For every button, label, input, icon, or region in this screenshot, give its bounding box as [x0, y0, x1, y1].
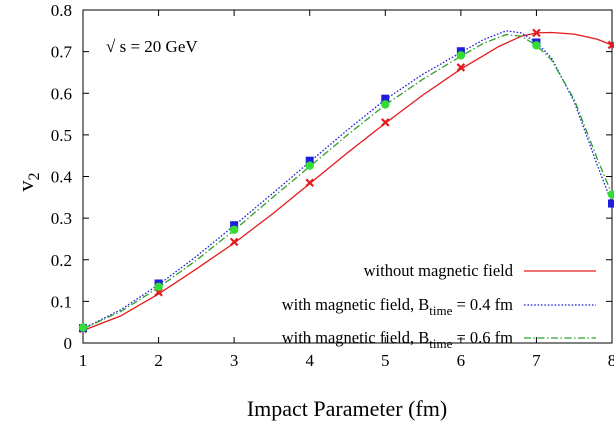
- y-axis-title-main: v: [13, 181, 38, 192]
- series-2-marker: [607, 190, 614, 199]
- legend-label-sub: time: [429, 336, 452, 351]
- y-tick-label: 0.6: [51, 84, 72, 103]
- x-tick-label: 4: [305, 351, 314, 370]
- series-1-marker: [381, 94, 390, 103]
- x-tick-label: 3: [230, 351, 239, 370]
- series-1-marker: [608, 199, 614, 208]
- axis-ticks: 1 2 3 4 5 6 7 8 0 0.1 0.2 0.3 0.4 0.5 0.6 0.7 0.8: [51, 1, 614, 370]
- legend-label-main: without magnetic field: [364, 261, 514, 280]
- legend-label-0: without magnetic field: [364, 261, 514, 280]
- annotation-radical: √: [106, 37, 116, 56]
- legend-label-sub: time: [429, 303, 452, 318]
- series-2-marker: [381, 100, 390, 109]
- annotation-text: s = 20 GeV: [115, 37, 198, 56]
- series-1-marker: [305, 156, 314, 165]
- x-tick-label: 5: [381, 351, 390, 370]
- series-1-marker: [230, 221, 239, 230]
- series-line-0: [82, 31, 613, 332]
- legend-label-tail: = 0.6 fm: [452, 328, 513, 347]
- y-tick-label: 0.3: [51, 209, 72, 228]
- series-2-marker: [305, 161, 314, 170]
- legend-label-main: with magnetic field, B: [282, 328, 430, 347]
- legend-label-2: with magnetic field, Btime = 0.6 fm: [282, 328, 513, 351]
- y-axis-title: v2: [13, 173, 43, 192]
- x-tick-label: 2: [154, 351, 163, 370]
- series-0-marker: [456, 63, 466, 72]
- series-0-marker: [532, 28, 541, 38]
- series-2-marker: [229, 225, 239, 234]
- x-tick-label: 1: [79, 351, 88, 370]
- plot-frame: [82, 9, 613, 344]
- series-line-1: [82, 30, 613, 330]
- series-0-marker: [607, 40, 614, 50]
- legend-label-1: with magnetic field, Btime = 0.4 fm: [282, 295, 513, 318]
- series-line-2: [82, 33, 613, 330]
- y-tick-label: 0.2: [51, 251, 72, 270]
- x-tick-label: 7: [532, 351, 541, 370]
- y-tick-label: 0.4: [51, 168, 73, 187]
- annotation-sqrt-s: √ s = 20 GeV: [106, 37, 198, 56]
- series-0-marker: [305, 178, 314, 188]
- series-2-marker: [456, 51, 466, 60]
- y-tick-label: 0.8: [51, 1, 72, 20]
- legend: without magnetic field with magnetic fiel…: [282, 261, 596, 351]
- y-tick-label: 0.7: [51, 43, 73, 62]
- series-2-marker: [154, 282, 163, 292]
- y-tick-label: 0: [64, 334, 73, 353]
- series-layer: [78, 28, 614, 334]
- y-axis-title-sub: 2: [26, 173, 43, 181]
- x-axis-title: Impact Parameter (fm): [247, 396, 447, 421]
- series-2-marker: [532, 41, 541, 50]
- legend-label-main: with magnetic field, B: [282, 295, 430, 314]
- y-tick-label: 0.5: [51, 126, 72, 145]
- legend-label-tail: = 0.4 fm: [452, 295, 513, 314]
- x-tick-label: 8: [608, 351, 614, 370]
- series-2-marker: [78, 323, 88, 332]
- series-0-marker: [381, 118, 390, 127]
- y-tick-label: 0.1: [51, 292, 72, 311]
- x-tick-label: 6: [457, 351, 466, 370]
- series-0-marker: [229, 237, 239, 247]
